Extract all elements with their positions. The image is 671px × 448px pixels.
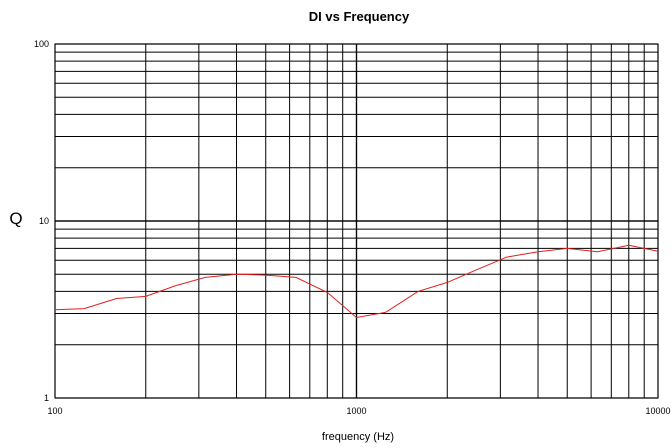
y-tick-label: 100 bbox=[34, 39, 49, 49]
x-tick-label: 10000 bbox=[645, 406, 670, 416]
chart-title: DI vs Frequency bbox=[309, 9, 410, 24]
y-tick-label: 10 bbox=[39, 216, 49, 226]
x-axis-label: frequency (Hz) bbox=[322, 431, 394, 443]
grid bbox=[54, 43, 659, 399]
tick-labels: 100 1000 10000 1 10 100 bbox=[34, 39, 671, 416]
series-group bbox=[54, 244, 659, 319]
y-axis-label: Q bbox=[9, 209, 22, 228]
x-tick-label: 1000 bbox=[346, 406, 366, 416]
y-tick-label: 1 bbox=[44, 393, 49, 403]
x-tick-label: 100 bbox=[47, 406, 62, 416]
plot-frame bbox=[54, 43, 659, 399]
series-line-0 bbox=[54, 244, 659, 319]
